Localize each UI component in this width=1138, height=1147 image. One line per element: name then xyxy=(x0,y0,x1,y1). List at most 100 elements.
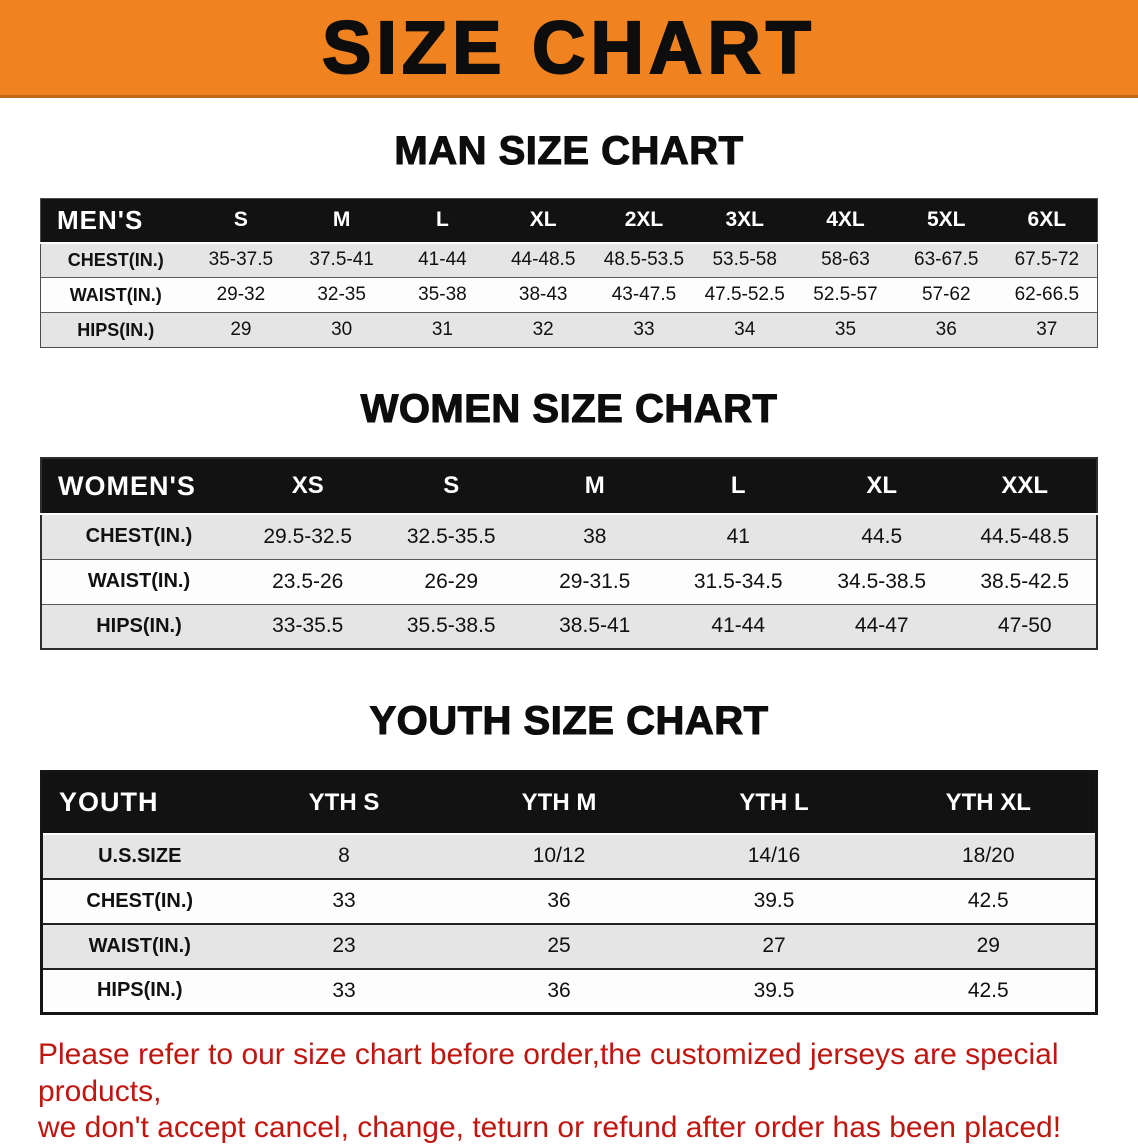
size-column-header: XL xyxy=(810,458,954,514)
size-column-header: 3XL xyxy=(694,198,796,243)
size-value: 33 xyxy=(332,889,356,912)
size-value: 31 xyxy=(431,319,453,340)
size-column-header: XXL xyxy=(953,458,1097,514)
size-value: 10/12 xyxy=(532,844,586,867)
size-value: 38 xyxy=(583,524,607,548)
table-row: HIPS(IN.) 33-35.5 35.5-38.5 38.5-41 41-4… xyxy=(41,604,1097,649)
size-value: 39.5 xyxy=(753,978,795,1002)
size-value: 14/16 xyxy=(747,844,801,867)
row-label: WAIST(IN.) xyxy=(87,570,191,592)
size-value: 43-47.5 xyxy=(611,284,677,305)
size-value: 42.5 xyxy=(967,889,1009,912)
size-column-header: 2XL xyxy=(593,198,695,243)
size-value: 33 xyxy=(633,319,655,340)
table-row: HIPS(IN.) 33 36 39.5 42.5 xyxy=(41,968,1097,1014)
size-value: 34 xyxy=(734,319,756,340)
youth-size-table: YOUTH YTH S YTH M YTH L YTH XL U.S.SIZE … xyxy=(40,770,1098,1015)
size-value: 47-50 xyxy=(997,614,1052,638)
size-value: 44-48.5 xyxy=(510,249,576,271)
table-row: WAIST(IN.) 23 25 27 29 xyxy=(41,923,1097,969)
size-value: 32 xyxy=(532,319,554,340)
size-value: 63-67.5 xyxy=(914,249,979,271)
row-label: CHEST(IN.) xyxy=(86,889,194,912)
size-value: 37.5-41 xyxy=(309,249,374,271)
banner-title: SIZE CHART xyxy=(321,5,816,89)
women-size-chart-section: WOMEN SIZE CHART WOMEN'S XS S M L XL XXL… xyxy=(0,386,1138,650)
size-value: 35.5-38.5 xyxy=(406,614,496,638)
size-value: 42.5 xyxy=(967,978,1009,1002)
row-label: CHEST(IN.) xyxy=(85,525,193,548)
size-value: 38-43 xyxy=(518,284,568,305)
size-value: 35-38 xyxy=(418,284,467,305)
size-value: 44.5 xyxy=(861,524,903,548)
row-label: HIPS(IN.) xyxy=(96,614,182,637)
size-value: 44-47 xyxy=(854,614,909,638)
size-value: 30 xyxy=(331,319,353,340)
women-size-table: WOMEN'S XS S M L XL XXL CHEST(IN.) 29.5-… xyxy=(40,457,1098,650)
size-chart-banner: SIZE CHART xyxy=(0,0,1138,98)
size-value: 36 xyxy=(935,319,957,340)
size-column-header: YTH M xyxy=(451,771,667,834)
size-column-header: YTH L xyxy=(666,771,882,834)
size-value: 35-37.5 xyxy=(208,249,274,271)
table-row: CHEST(IN.) 33 36 39.5 42.5 xyxy=(41,878,1097,924)
size-column-header: XS xyxy=(236,458,380,514)
size-value: 23 xyxy=(332,934,356,957)
size-value: 41 xyxy=(726,524,750,548)
row-label: WAIST(IN.) xyxy=(69,284,162,305)
size-value: 41-44 xyxy=(418,249,467,271)
size-value: 26-29 xyxy=(424,569,479,593)
size-value: 29.5-32.5 xyxy=(263,524,353,548)
size-value: 32-35 xyxy=(317,284,366,305)
table-row: WAIST(IN.) 29-32 32-35 35-38 38-43 43-47… xyxy=(40,277,1098,313)
size-value: 32.5-35.5 xyxy=(406,524,496,548)
size-column-header: XL xyxy=(492,198,594,243)
size-value: 36 xyxy=(547,889,571,912)
size-column-header: S xyxy=(379,458,523,514)
women-corner-label: WOMEN'S xyxy=(41,458,236,514)
table-row: HIPS(IN.) 29 30 31 32 33 34 35 36 37 xyxy=(40,312,1098,348)
size-value: 36 xyxy=(547,978,571,1002)
row-label: HIPS(IN.) xyxy=(96,979,183,1002)
men-corner-label: MEN'S xyxy=(40,198,191,243)
size-value: 39.5 xyxy=(753,889,795,912)
disclaimer-line-2: we don't accept cancel, change, teturn o… xyxy=(38,1111,1062,1145)
size-value: 67.5-72 xyxy=(1014,249,1080,271)
size-value: 35 xyxy=(834,319,857,340)
table-row: WAIST(IN.) 23.5-26 26-29 29-31.5 31.5-34… xyxy=(41,559,1097,604)
size-value: 53.5-58 xyxy=(712,249,777,271)
size-value: 29-32 xyxy=(216,284,266,305)
size-value: 31.5-34.5 xyxy=(693,569,783,593)
size-value: 34.5-38.5 xyxy=(837,569,927,593)
size-column-header: YTH XL xyxy=(881,771,1097,834)
size-value: 27 xyxy=(762,934,786,957)
size-value: 25 xyxy=(547,934,571,957)
size-value: 18/20 xyxy=(961,844,1015,867)
size-value: 52.5-57 xyxy=(813,284,878,305)
size-column-header: 4XL xyxy=(795,198,896,243)
size-column-header: S xyxy=(190,198,292,243)
row-label: WAIST(IN.) xyxy=(88,934,191,957)
size-value: 23.5-26 xyxy=(272,569,344,593)
size-value: 29 xyxy=(976,934,1000,957)
size-value: 62-66.5 xyxy=(1014,284,1080,305)
size-value: 57-62 xyxy=(921,284,971,305)
size-value: 48.5-53.5 xyxy=(603,249,685,271)
size-value: 38.5-41 xyxy=(559,614,631,638)
men-size-table: MEN'S S M L XL 2XL 3XL 4XL 5XL 6XL CHEST… xyxy=(40,198,1098,348)
disclaimer-note: Please refer to our size chart before or… xyxy=(38,1037,1100,1147)
table-header-row: YOUTH YTH S YTH M YTH L YTH XL xyxy=(41,771,1097,834)
table-header-row: WOMEN'S XS S M L XL XXL xyxy=(41,458,1097,514)
youth-corner-label: YOUTH xyxy=(41,771,237,834)
table-row: CHEST(IN.) 35-37.5 37.5-41 41-44 44-48.5… xyxy=(40,242,1098,278)
table-header-row: MEN'S S M L XL 2XL 3XL 4XL 5XL 6XL xyxy=(40,198,1098,243)
size-value: 41-44 xyxy=(711,614,766,638)
size-value: 44.5-48.5 xyxy=(980,524,1070,548)
youth-size-chart-heading: YOUTH SIZE CHART xyxy=(369,698,769,743)
men-size-chart-section: MAN SIZE CHART MEN'S S M L XL 2XL 3XL 4X… xyxy=(0,128,1138,348)
women-size-chart-heading: WOMEN SIZE CHART xyxy=(360,386,778,431)
size-column-header: M xyxy=(523,458,667,514)
disclaimer-line-1: Please refer to our size chart before or… xyxy=(38,1038,1059,1108)
size-column-header: L xyxy=(666,458,810,514)
size-value: 29-31.5 xyxy=(559,569,631,593)
